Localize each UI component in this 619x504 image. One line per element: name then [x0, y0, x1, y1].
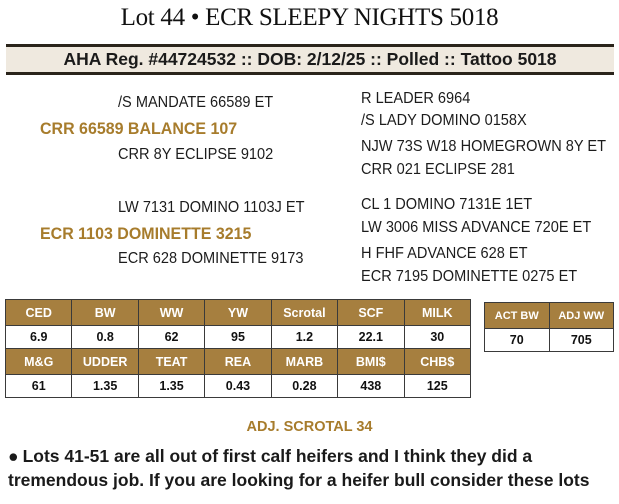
actual-value: 70: [484, 328, 550, 352]
sire: CRR 66589 BALANCE 107: [40, 119, 238, 138]
actual-value-row: 70 705: [484, 328, 614, 352]
epd-value: 438: [337, 374, 405, 398]
registration-bar: AHA Reg. #44724532 :: DOB: 2/12/25 :: Po…: [6, 44, 614, 75]
epd-value-row-1: 6.9 0.8 62 95 1.2 22.1 30: [4, 325, 472, 349]
bullet-icon: ●: [8, 446, 19, 466]
epd-header-row-2: M&G UDDER TEAT REA MARB BMI$ CHB$: [4, 348, 472, 375]
dam-sire-sire: CL 1 DOMINO 7131E 1ET: [361, 196, 533, 213]
epd-header: M&G: [4, 348, 73, 375]
epd-value: 0.28: [270, 374, 339, 398]
epd-header: BMI$: [337, 348, 405, 375]
epd-table: CED BW WW YW Scrotal SCF MILK 6.9 0.8 62…: [4, 299, 472, 398]
sire-dam: CRR 8Y ECLIPSE 9102: [118, 146, 274, 163]
actual-header: ACT BW: [484, 302, 550, 329]
epd-value: 1.35: [71, 374, 139, 398]
epd-value: 95: [204, 325, 272, 349]
dam-dam-dam: ECR 7195 DOMINETTE 0275 ET: [361, 268, 578, 285]
epd-header: UDDER: [71, 348, 139, 375]
epd-header: WW: [137, 299, 206, 326]
epd-header: TEAT: [137, 348, 206, 375]
epd-header: SCF: [337, 299, 405, 326]
epd-header-row-1: CED BW WW YW Scrotal SCF MILK: [4, 299, 472, 326]
adj-scrotal: ADJ. SCROTAL 34: [246, 419, 373, 435]
lot-title: Lot 44 • ECR SLEEPY NIGHTS 5018: [120, 4, 499, 31]
epd-header: BW: [71, 299, 139, 326]
note-text: Lots 41-51 are all out of first calf hei…: [8, 446, 590, 490]
epd-value: 30: [403, 325, 472, 349]
sire-sire-sire: R LEADER 6964: [361, 90, 471, 107]
epd-value: 1.2: [270, 325, 339, 349]
sire-dam-dam: CRR 021 ECLIPSE 281: [361, 161, 515, 178]
epd-header: MILK: [403, 299, 472, 326]
epd-value: 61: [4, 374, 73, 398]
actual-weights-table: ACT BW ADJ WW 70 705: [484, 302, 614, 352]
epd-header: YW: [204, 299, 272, 326]
dam: ECR 1103 DOMINETTE 3215: [40, 224, 252, 243]
actual-header: ADJ WW: [548, 302, 614, 329]
epd-value: 0.8: [71, 325, 139, 349]
epd-value: 6.9: [4, 325, 73, 349]
epd-header: CHB$: [403, 348, 472, 375]
sire-sire-dam: /S LADY DOMINO 0158X: [361, 112, 527, 129]
epd-value: 125: [403, 374, 472, 398]
dam-sire-dam: LW 3006 MISS ADVANCE 720E ET: [361, 219, 592, 236]
epd-value-row-2: 61 1.35 1.35 0.43 0.28 438 125: [4, 374, 472, 398]
sire-sire: /S MANDATE 66589 ET: [118, 94, 274, 111]
epd-value: 62: [137, 325, 206, 349]
dam-sire: LW 7131 DOMINO 1103J ET: [118, 199, 305, 216]
epd-header: REA: [204, 348, 272, 375]
dam-dam-sire: H FHF ADVANCE 628 ET: [361, 245, 528, 262]
epd-value: 1.35: [137, 374, 206, 398]
dam-dam: ECR 628 DOMINETTE 9173: [118, 250, 304, 267]
lot-note: ● Lots 41-51 are all out of first calf he…: [8, 444, 614, 492]
epd-header: Scrotal: [270, 299, 339, 326]
epd-value: 22.1: [337, 325, 405, 349]
actual-value: 705: [548, 328, 614, 352]
epd-value: 0.43: [204, 374, 272, 398]
epd-header: CED: [4, 299, 73, 326]
actual-header-row: ACT BW ADJ WW: [484, 302, 614, 329]
sire-dam-sire: NJW 73S W18 HOMEGROWN 8Y ET: [361, 138, 607, 155]
epd-header: MARB: [270, 348, 339, 375]
